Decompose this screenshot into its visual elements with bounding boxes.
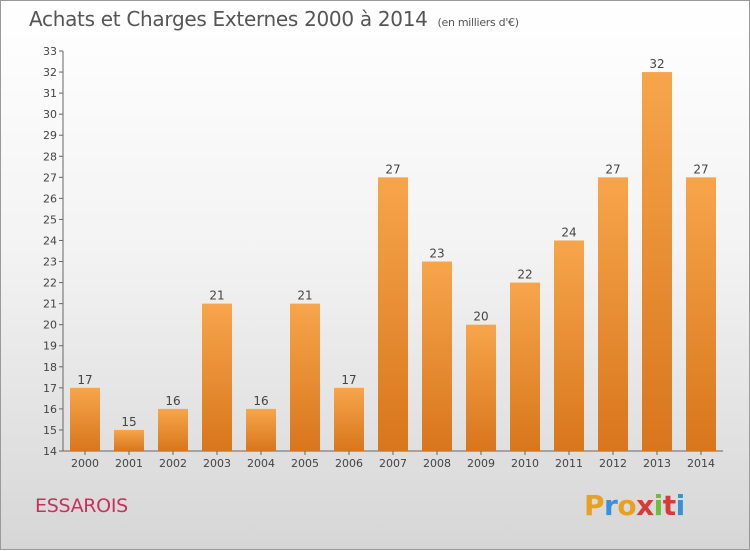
- x-tick-label: 2001: [115, 457, 143, 470]
- y-tick-label: 23: [43, 256, 57, 269]
- data-label: 17: [77, 373, 92, 387]
- logo-letter: i: [653, 489, 664, 522]
- bar: [114, 429, 144, 451]
- proxiti-logo: Proxiti: [584, 489, 685, 522]
- y-tick-label: 28: [43, 150, 57, 163]
- x-tick-label: 2011: [555, 457, 583, 470]
- x-tick-label: 2003: [203, 457, 231, 470]
- y-tick-label: 18: [43, 361, 57, 374]
- unit-label: (en milliers d'€): [437, 16, 519, 29]
- y-tick-label: 14: [43, 445, 57, 458]
- data-label: 27: [605, 162, 620, 176]
- y-tick-label: 15: [43, 424, 57, 437]
- data-label: 16: [165, 394, 180, 408]
- x-tick-label: 2010: [511, 457, 539, 470]
- bar: [334, 387, 364, 451]
- y-tick-label: 32: [43, 66, 57, 79]
- data-label: 23: [429, 247, 444, 261]
- logo-letter: P: [584, 489, 605, 522]
- logo-letter: x: [636, 489, 654, 522]
- bar: [466, 324, 496, 451]
- x-tick-label: 2014: [687, 457, 715, 470]
- x-tick-label: 2006: [335, 457, 363, 470]
- y-tick-label: 24: [43, 234, 57, 247]
- y-tick-label: 17: [43, 382, 57, 395]
- x-tick-label: 2009: [467, 457, 495, 470]
- y-tick-label: 26: [43, 192, 57, 205]
- bar: [202, 303, 232, 451]
- logo-letter: o: [617, 489, 637, 522]
- chart-title: Achats et Charges Externes 2000 à 2014 (e…: [29, 7, 519, 31]
- data-label: 16: [253, 394, 268, 408]
- x-tick-label: 2004: [247, 457, 275, 470]
- data-label: 22: [517, 268, 532, 282]
- data-label: 21: [297, 289, 312, 303]
- y-tick-label: 27: [43, 171, 57, 184]
- bar: [510, 282, 540, 451]
- x-tick-label: 2005: [291, 457, 319, 470]
- bar: [554, 240, 584, 451]
- y-tick-label: 25: [43, 213, 57, 226]
- x-tick-label: 2012: [599, 457, 627, 470]
- bar: [378, 177, 408, 451]
- data-label: 27: [385, 162, 400, 176]
- logo-letter: i: [675, 489, 686, 522]
- commune-name: ESSAROIS: [35, 495, 128, 517]
- bar: [246, 408, 276, 451]
- bar: [290, 303, 320, 451]
- title-text: Achats et Charges Externes 2000 à 2014: [29, 7, 428, 31]
- y-tick-label: 29: [43, 129, 57, 142]
- bar: [598, 177, 628, 451]
- bars: 17 15 16 21 16 21 17 27 23 20 22 24 27 32 27: [70, 57, 716, 451]
- data-label: 32: [649, 57, 664, 71]
- bar: [70, 387, 100, 451]
- data-label: 17: [341, 373, 356, 387]
- x-tick-label: 2013: [643, 457, 671, 470]
- data-label: 21: [209, 289, 224, 303]
- bar: [422, 261, 452, 451]
- logo-letter: r: [604, 489, 618, 522]
- data-label: 27: [693, 162, 708, 176]
- bar: [642, 72, 672, 451]
- x-tick-label: 2007: [379, 457, 407, 470]
- logo-letter: t: [662, 489, 676, 522]
- y-tick-label: 22: [43, 277, 57, 290]
- bar: [686, 177, 716, 451]
- y-tick-label: 21: [43, 298, 57, 311]
- y-tick-label: 31: [43, 87, 57, 100]
- y-tick-label: 20: [43, 319, 57, 332]
- x-tick-label: 2008: [423, 457, 451, 470]
- bar: [158, 408, 188, 451]
- y-tick-label: 19: [43, 340, 57, 353]
- data-label: 15: [121, 415, 136, 429]
- y-tick-label: 16: [43, 403, 57, 416]
- x-tick-label: 2000: [71, 457, 99, 470]
- data-label: 20: [473, 310, 488, 324]
- x-tick-label: 2002: [159, 457, 187, 470]
- y-tick-label: 30: [43, 108, 57, 121]
- data-label: 24: [561, 225, 576, 239]
- axes: 14 15 16 17 18 19 20 21 22 23 24 25 26 27 28 29 30 31 32 33…: [43, 45, 723, 470]
- y-tick-label: 33: [43, 45, 57, 58]
